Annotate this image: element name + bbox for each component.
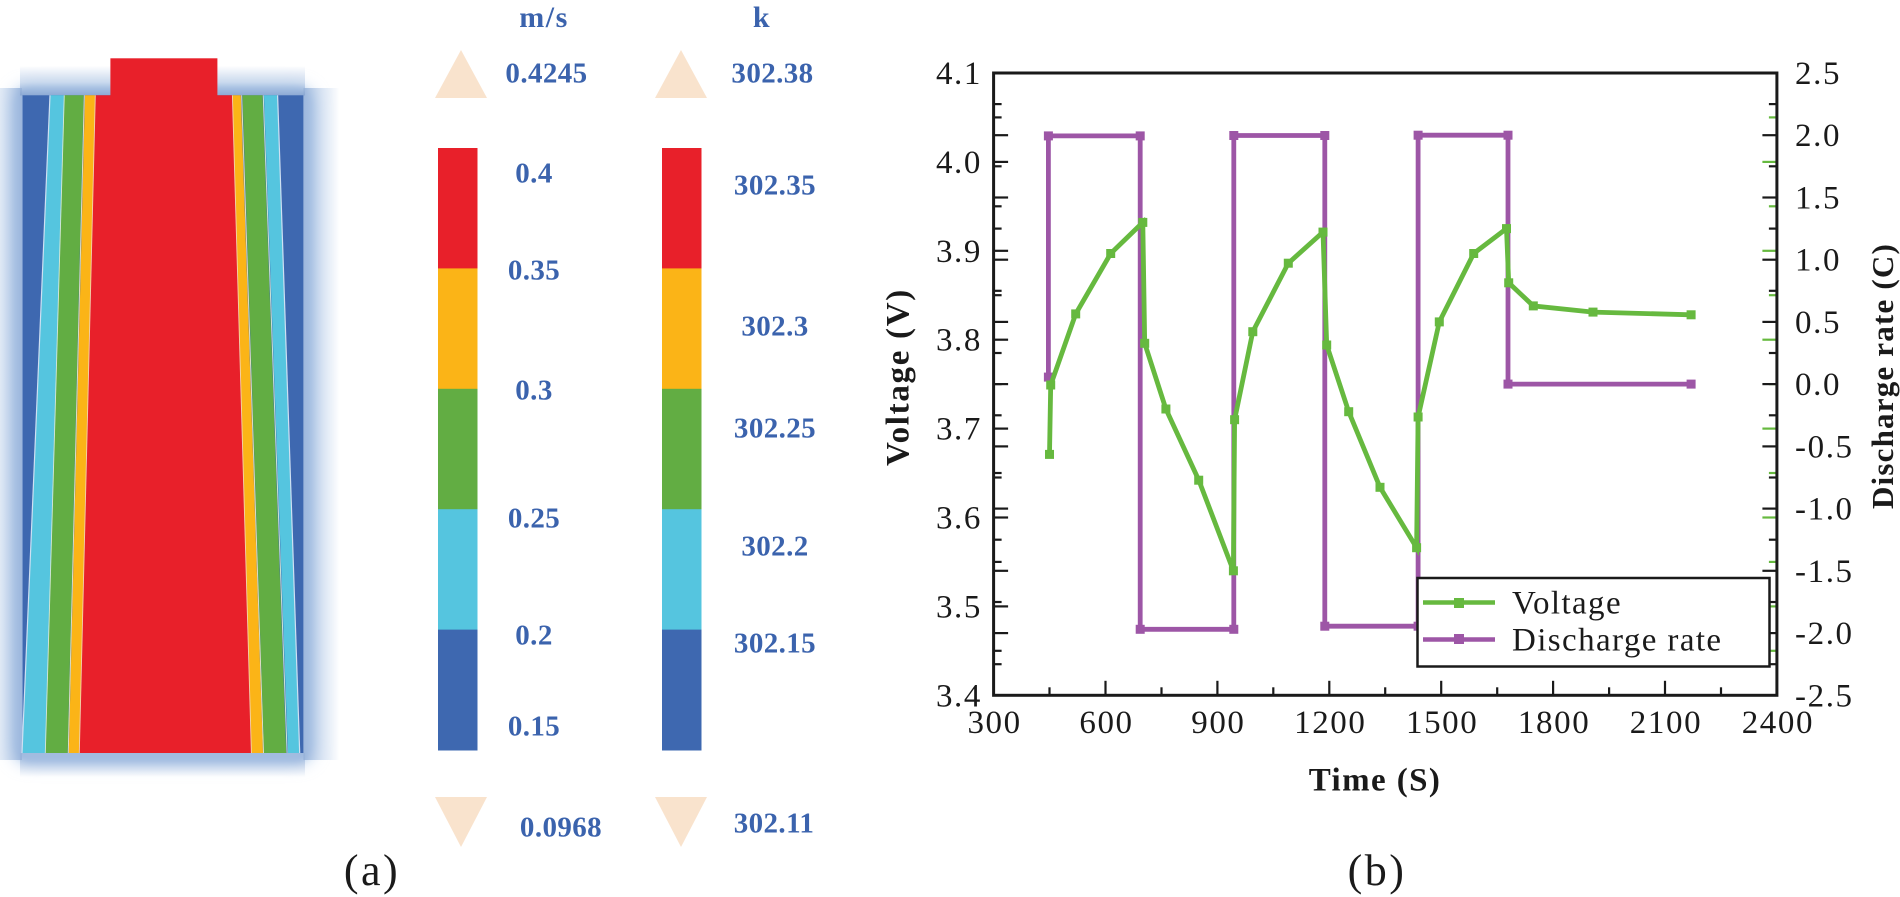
svg-text:0.0968: 0.0968 [520,812,602,844]
svg-text:1.5: 1.5 [1795,181,1841,217]
svg-text:0.35: 0.35 [508,255,560,287]
svg-text:302.11: 302.11 [734,808,815,840]
svg-text:3.8: 3.8 [936,323,982,359]
svg-text:0.0: 0.0 [1795,367,1841,403]
svg-text:1.0: 1.0 [1795,243,1841,279]
svg-text:600: 600 [1079,705,1133,741]
svg-text:302.2: 302.2 [741,531,808,563]
svg-text:2400: 2400 [1742,705,1814,741]
svg-text:-2.0: -2.0 [1795,616,1854,652]
svg-text:0.4: 0.4 [515,158,552,190]
svg-text:(a): (a) [344,846,400,895]
svg-text:1800: 1800 [1518,705,1590,741]
svg-text:302.38: 302.38 [731,58,813,90]
svg-text:4.1: 4.1 [936,56,982,92]
svg-text:4.0: 4.0 [936,145,982,181]
svg-text:1200: 1200 [1294,705,1366,741]
svg-text:0.25: 0.25 [508,503,560,535]
svg-text:Time (S): Time (S) [1309,763,1442,799]
svg-text:Discharge rate: Discharge rate [1512,623,1722,659]
svg-text:3.6: 3.6 [936,501,982,537]
svg-text:-1.5: -1.5 [1795,554,1854,590]
svg-text:0.4245: 0.4245 [505,58,587,90]
svg-text:-0.5: -0.5 [1795,429,1854,465]
svg-text:0.5: 0.5 [1795,305,1841,341]
svg-text:3.4: 3.4 [936,678,982,714]
svg-text:3.9: 3.9 [936,234,982,270]
svg-text:-1.0: -1.0 [1795,492,1854,528]
svg-text:3.7: 3.7 [936,412,982,448]
svg-text:-2.5: -2.5 [1795,678,1854,714]
svg-text:0.15: 0.15 [508,711,560,743]
svg-text:k: k [753,1,771,34]
svg-text:302.25: 302.25 [734,413,816,445]
svg-text:2.0: 2.0 [1795,118,1841,154]
svg-text:m/s: m/s [519,1,569,34]
svg-text:Voltage (V): Voltage (V) [881,288,917,466]
svg-text:2100: 2100 [1630,705,1702,741]
svg-text:900: 900 [1191,705,1245,741]
svg-text:302.15: 302.15 [734,628,816,660]
svg-text:2.5: 2.5 [1795,56,1841,92]
svg-text:0.2: 0.2 [515,620,552,652]
svg-text:302.35: 302.35 [734,170,816,202]
svg-text:Discharge rate (C): Discharge rate (C) [1865,243,1900,509]
svg-text:300: 300 [967,705,1021,741]
svg-text:0.3: 0.3 [515,375,552,407]
svg-text:Voltage: Voltage [1512,586,1622,622]
svg-text:(b): (b) [1348,846,1407,895]
svg-text:302.3: 302.3 [741,311,808,343]
svg-text:1500: 1500 [1406,705,1478,741]
svg-text:3.5: 3.5 [936,589,982,625]
